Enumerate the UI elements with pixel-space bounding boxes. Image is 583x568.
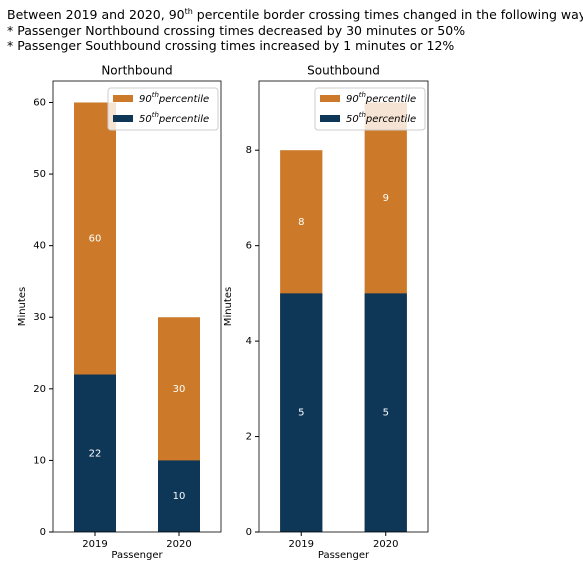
bar <box>280 293 323 532</box>
x-tick-label: 2020 <box>373 539 398 550</box>
legend-name: 50 <box>346 114 359 125</box>
value-label: 60 <box>89 233 102 244</box>
y-tick-label: 2 <box>246 432 252 443</box>
y-axis-label: Minutes <box>17 287 28 326</box>
legend-rest: percentile <box>158 94 209 105</box>
y-axis-label: Minutes <box>223 287 234 326</box>
x-tick-label: 2020 <box>166 539 191 550</box>
title-text: percentile border crossing times changed… <box>192 7 583 23</box>
y-tick-label: 10 <box>33 455 46 466</box>
x-axis-label: Passenger <box>318 550 370 561</box>
legend-sup: th <box>152 91 159 99</box>
subplot-title: Northbound <box>101 64 172 78</box>
value-label: 5 <box>298 408 304 419</box>
value-label: 22 <box>89 448 102 459</box>
title-text: Between 2019 and 2020, 90 <box>7 7 185 23</box>
y-tick-label: 4 <box>246 336 252 347</box>
y-tick-label: 0 <box>40 527 46 538</box>
y-tick-label: 0 <box>246 527 252 538</box>
header: Between 2019 and 2020, 90th percentile b… <box>7 4 583 54</box>
x-tick-label: 2019 <box>82 539 107 550</box>
bar <box>364 293 407 532</box>
legend-swatch <box>113 115 133 122</box>
title-sup: th <box>184 7 193 16</box>
legend-label: 90thpercentile <box>139 91 209 105</box>
note: * Passenger Northbound crossing times de… <box>7 22 466 38</box>
legend-sup: th <box>359 91 366 99</box>
value-label: 9 <box>383 193 389 204</box>
y-tick-label: 8 <box>246 145 252 156</box>
y-tick-label: 20 <box>33 384 46 395</box>
value-label: 8 <box>298 217 304 228</box>
y-tick-label: 40 <box>33 241 46 252</box>
note: * Passenger Southbound crossing times in… <box>7 38 455 54</box>
x-axis-label: Passenger <box>111 550 163 561</box>
legend-name: 50 <box>139 114 152 125</box>
legend-sup: th <box>359 111 366 119</box>
legend-swatch <box>320 115 340 122</box>
legend-rest: percentile <box>158 114 209 125</box>
figure-title: Between 2019 and 2020, 90th percentile b… <box>7 4 583 23</box>
y-tick-label: 60 <box>33 97 46 108</box>
axes-frame <box>52 80 222 533</box>
legend-rest: percentile <box>365 114 416 125</box>
legend-rest: percentile <box>365 94 416 105</box>
legend-box <box>314 87 426 131</box>
bar <box>158 460 200 532</box>
x-tick-label: 2019 <box>289 539 314 550</box>
legend-swatch <box>320 95 340 102</box>
legend-sup: th <box>152 111 159 119</box>
legend-label: 90thpercentile <box>346 91 416 105</box>
y-tick-label: 50 <box>33 169 46 180</box>
axes-frame <box>258 80 429 533</box>
legend-swatch <box>113 95 133 102</box>
value-label: 5 <box>383 408 389 419</box>
value-label: 10 <box>173 491 186 502</box>
legend-label: 50thpercentile <box>139 111 209 125</box>
subplot-title: Southbound <box>307 64 380 78</box>
legend-name: 90 <box>139 94 152 105</box>
y-tick-label: 30 <box>33 312 46 323</box>
bar <box>74 374 116 532</box>
value-label: 30 <box>173 384 186 395</box>
legend-box <box>107 87 219 131</box>
legend-name: 90 <box>346 94 359 105</box>
y-tick-label: 6 <box>246 241 252 252</box>
legend-label: 50thpercentile <box>346 111 416 125</box>
